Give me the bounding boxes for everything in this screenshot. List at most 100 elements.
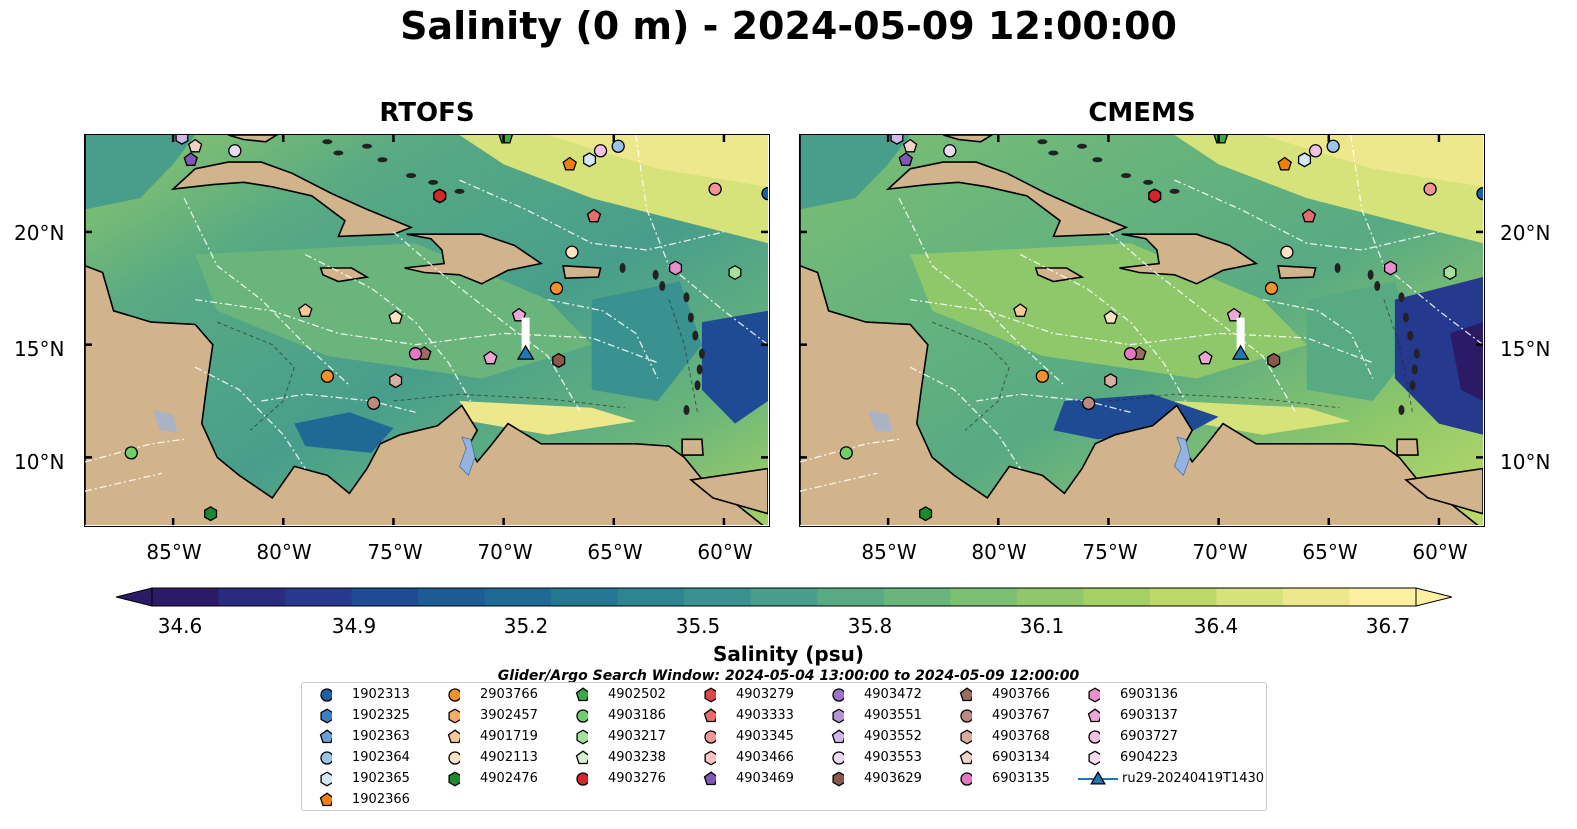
legend-label: 6904223 [1120, 750, 1178, 765]
boundary-line [898, 197, 1065, 386]
figure-title: Salinity (0 m) - 2024-05-09 12:00:00 [400, 4, 1177, 48]
legend-circle-marker [832, 688, 844, 702]
float-marker [1277, 156, 1292, 171]
legend-hexagon-marker [704, 687, 716, 703]
float-marker [1013, 303, 1028, 317]
legend-marker [448, 688, 460, 702]
land-jamaica [1034, 267, 1085, 283]
legend-marker [831, 729, 844, 744]
lat-label-10n-left: 10°N [14, 450, 65, 474]
lon-label-70w-right: 70°W [1192, 540, 1248, 564]
legend-label: 6903135 [992, 771, 1050, 786]
lake-maracaibo [1174, 436, 1191, 477]
legend-label: 4903186 [608, 708, 666, 723]
legend-pentagon-marker [575, 687, 588, 702]
legend-hexagon-marker [448, 708, 460, 724]
colorbar-bin [883, 588, 951, 606]
orinoco-plume [1394, 277, 1483, 435]
colorbar-bin [617, 588, 685, 606]
land-cubaW [885, 161, 1129, 238]
legend-marker [320, 771, 332, 787]
legend-marker [704, 750, 716, 766]
legend-hexagon-marker [576, 729, 588, 745]
boundary-line [85, 438, 185, 463]
float-marker [728, 264, 742, 281]
legend-marker [575, 687, 588, 702]
isobath-line [217, 321, 295, 431]
float-marker [761, 186, 768, 201]
float-marker [1297, 152, 1312, 168]
colorbar-bin [484, 588, 552, 606]
map-svg-rtofs [85, 135, 768, 525]
island [406, 173, 417, 179]
lon-label-65w-right: 65°W [1302, 540, 1358, 564]
colorbar-tick: 35.2 [503, 614, 549, 638]
legend-label: 4903629 [864, 771, 922, 786]
float-marker [1104, 373, 1118, 389]
lon-label-70w-left: 70°W [477, 540, 533, 564]
legend-marker [703, 771, 716, 786]
legend-marker [576, 729, 588, 745]
float-marker [1081, 396, 1096, 410]
lat-label-15n-left: 15°N [14, 337, 65, 361]
legend-label: 4902502 [608, 687, 666, 702]
legend-label: 1902313 [352, 687, 410, 702]
legend-circle-marker [960, 772, 972, 786]
colorbar-tick: 35.5 [675, 614, 721, 638]
legend-hexagon-marker [704, 750, 716, 766]
legend-marker [448, 751, 460, 765]
island [1077, 143, 1088, 149]
island [652, 269, 659, 280]
legend-triangle-marker [1090, 771, 1106, 785]
boundary-line [1020, 253, 1187, 402]
lon-label-75w-right: 75°W [1082, 540, 1138, 564]
colorbar-bin [1016, 588, 1084, 606]
gulf-salinity [85, 135, 196, 210]
island [333, 150, 344, 156]
boundary-line [195, 298, 659, 364]
coastal-high-salinity [1174, 401, 1351, 435]
float-marker [1301, 208, 1317, 223]
isobath-line [668, 299, 698, 413]
island [1402, 312, 1409, 323]
land-trinidad [1396, 438, 1419, 456]
legend-label: 4903767 [992, 708, 1050, 723]
legend-marker [1088, 750, 1100, 766]
legend-circle-marker [320, 688, 332, 702]
legend-label: 1902366 [352, 792, 410, 807]
legend-label: 1902364 [352, 750, 410, 765]
lake-nicaragua [153, 410, 178, 433]
lake-nicaragua [868, 410, 893, 433]
colorbar-extend-low [116, 587, 153, 607]
legend-pentagon-marker [575, 750, 588, 765]
legend-label: 4903472 [864, 687, 922, 702]
float-marker [433, 189, 447, 203]
island [1169, 188, 1180, 194]
island [1411, 364, 1418, 375]
legend-label: 3902457 [480, 708, 538, 723]
island [362, 143, 373, 149]
float-marker [611, 139, 625, 153]
legend-label: 1902363 [352, 729, 410, 744]
legend-label: 4903345 [736, 729, 794, 744]
legend-pentagon-marker [1087, 708, 1100, 723]
float-marker [1476, 186, 1483, 201]
colorbar-bin [1282, 588, 1350, 606]
lat-label-20n-left: 20°N [14, 221, 65, 245]
legend-marker [959, 687, 972, 702]
colorbar-bin [351, 588, 419, 606]
colorbar-bin [1216, 588, 1284, 606]
lon-label-80w-left: 80°W [256, 540, 312, 564]
map-panel-rtofs [84, 134, 770, 527]
legend-label: 6903136 [1120, 687, 1178, 702]
float-marker [187, 138, 203, 153]
legend-hexagon-marker [832, 771, 844, 787]
legend-marker [576, 709, 588, 723]
lon-label-75w-left: 75°W [367, 540, 423, 564]
map-panel-cmems [799, 134, 1485, 527]
boundary-line [85, 472, 163, 492]
float-marker [366, 396, 381, 410]
orinoco-plume [701, 310, 768, 424]
legend-hexagon-marker [1088, 687, 1100, 703]
float-marker [898, 152, 913, 166]
